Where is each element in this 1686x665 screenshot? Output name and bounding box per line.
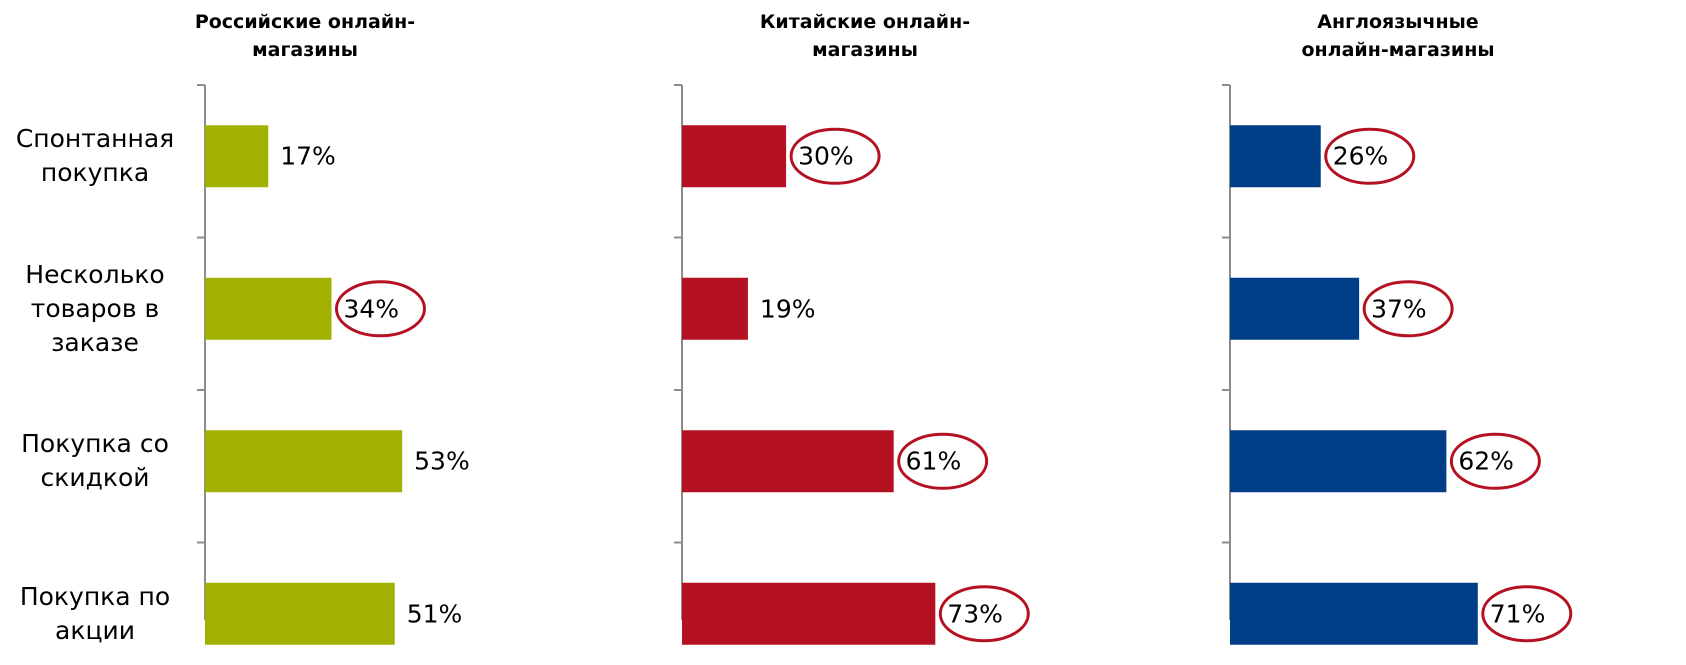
bar	[205, 430, 403, 493]
value-label: 53%	[414, 446, 470, 476]
highlight-circle	[897, 432, 989, 490]
highlight-circle	[789, 127, 881, 185]
bar	[205, 125, 269, 188]
chart-title: Китайские онлайн- магазины	[759, 11, 971, 61]
value-label: 26%	[1332, 141, 1389, 171]
highlight-circle	[1362, 280, 1454, 338]
value-label: 37%	[1371, 294, 1427, 324]
category-label: Покупка со скидкой	[21, 429, 169, 493]
chart-title: Англоязычные онлайн-магазины	[1301, 11, 1495, 61]
highlight-circle	[1324, 127, 1416, 185]
value-label: 61%	[905, 446, 962, 476]
value-label: 51%	[406, 599, 463, 629]
bar	[682, 277, 748, 340]
chart-title: Российские онлайн- магазины	[194, 11, 416, 61]
highlight-circle	[334, 280, 426, 338]
bar	[205, 582, 395, 645]
value-label: 17%	[280, 141, 336, 171]
highlight-circle	[938, 585, 1030, 643]
value-label: 62%	[1458, 446, 1514, 476]
bar	[1230, 277, 1360, 340]
category-label: Несколько товаров в заказе	[25, 259, 165, 357]
bar	[1230, 125, 1321, 188]
bar	[682, 125, 787, 188]
value-label: 73%	[947, 599, 1003, 629]
bar	[1230, 430, 1447, 493]
value-label: 71%	[1489, 599, 1546, 629]
bar	[205, 277, 332, 340]
value-label: 30%	[798, 141, 854, 171]
bar	[682, 430, 894, 493]
highlight-circle	[1481, 585, 1573, 643]
bar	[682, 582, 936, 645]
value-label: 34%	[343, 294, 400, 324]
value-label: 19%	[759, 294, 816, 324]
highlight-circle	[1449, 432, 1541, 490]
category-label: Спонтанная покупка	[15, 124, 175, 188]
bar	[1230, 582, 1478, 645]
category-label: Покупка по акции	[19, 581, 171, 645]
